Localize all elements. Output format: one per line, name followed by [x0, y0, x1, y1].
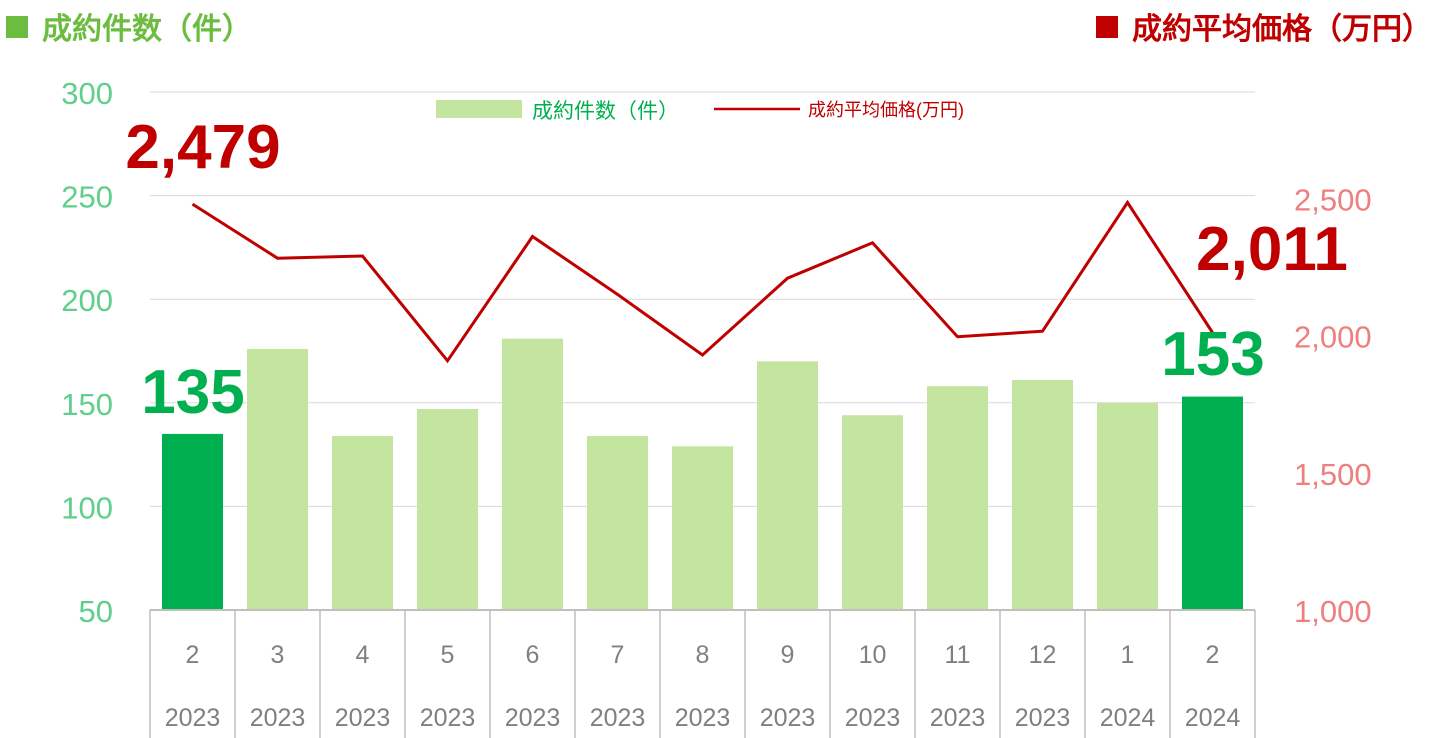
x-axis-year-label: 2023	[420, 704, 476, 732]
x-axis-year-label: 2023	[250, 704, 306, 732]
callout-label: 2,011	[1196, 215, 1348, 284]
x-axis-year-label: 2023	[590, 704, 646, 732]
callout-label: 135	[141, 358, 244, 427]
left-axis-tick-label: 150	[61, 387, 113, 422]
left-axis-tick-label: 100	[61, 490, 113, 525]
bar	[332, 435, 393, 610]
x-axis-year-label: 2023	[760, 704, 816, 732]
callout-label: 153	[1161, 320, 1264, 389]
bar	[162, 433, 223, 610]
x-axis-month-label: 12	[1029, 641, 1057, 669]
right-axis-ticks: 1,000 1,500 2,000 2,500	[1294, 182, 1372, 629]
x-axis-year-label: 2023	[335, 704, 391, 732]
left-axis-tick-label: 300	[61, 76, 113, 111]
x-axis-year-label: 2023	[505, 704, 561, 732]
x-axis-month-label: 2	[186, 641, 200, 669]
bars	[162, 338, 1243, 610]
right-axis-tick-label: 2,500	[1294, 182, 1372, 217]
x-axis-month-label: 9	[781, 641, 795, 669]
x-axis-year-label: 2023	[1015, 704, 1071, 732]
bar	[1012, 380, 1073, 610]
x-axis-month-label: 8	[696, 641, 710, 669]
bar	[1097, 402, 1158, 610]
x-axis-month-label: 4	[356, 641, 370, 669]
left-axis-ticks: 50 100 150 200 250 300	[61, 76, 113, 629]
red-square-icon	[1096, 16, 1118, 38]
x-axis-year-label: 2024	[1185, 704, 1241, 732]
x-axis-month-label: 7	[611, 641, 625, 669]
gridlines	[150, 91, 1255, 507]
x-axis-month-label: 2	[1206, 641, 1220, 669]
right-axis-tick-label: 1,500	[1294, 457, 1372, 492]
x-axis-year-label: 2024	[1100, 704, 1156, 732]
legend: 成約件数（件） 成約平均価格(万円)	[436, 100, 964, 123]
x-axis-year-label: 2023	[165, 704, 221, 732]
right-axis-header-label: 成約平均価格（万円）	[1132, 12, 1432, 47]
legend-line-label: 成約平均価格(万円)	[808, 100, 964, 120]
bar	[757, 361, 818, 610]
left-axis-tick-label: 250	[61, 180, 113, 215]
left-axis-header-label: 成約件数（件）	[42, 12, 252, 47]
x-axis-month-label: 3	[271, 641, 285, 669]
callouts: 135 153 2,479 2,011	[125, 113, 1347, 427]
left-axis-tick-label: 50	[79, 594, 113, 629]
bar	[842, 415, 903, 610]
x-axis: 2 2023 3 2023 4 2023 5 2023 6 2023 7 2023 8 2023 9 2023…	[149, 609, 1256, 738]
callout-label: 2,479	[125, 113, 280, 182]
bar	[417, 409, 478, 610]
bar	[247, 348, 308, 610]
bar	[502, 338, 563, 610]
right-axis-tick-label: 1,000	[1294, 594, 1372, 629]
x-axis-month-label: 1	[1121, 641, 1135, 669]
x-axis-month-label: 10	[859, 641, 887, 669]
green-square-icon	[6, 16, 28, 38]
left-axis-tick-label: 200	[61, 283, 113, 318]
left-axis-header: 成約件数（件）	[6, 4, 252, 48]
bar	[927, 386, 988, 610]
bar	[1182, 396, 1243, 610]
bar	[587, 435, 648, 610]
x-axis-year-label: 2023	[930, 704, 986, 732]
price-line	[191, 199, 1214, 364]
legend-bar-label: 成約件数（件）	[532, 100, 679, 123]
price-series-line	[191, 199, 1214, 364]
x-axis-year-label: 2023	[845, 704, 901, 732]
x-axis-month-label: 5	[441, 641, 455, 669]
x-axis-year-label: 2023	[675, 704, 731, 732]
x-axis-month-label: 11	[945, 641, 971, 669]
bar	[672, 446, 733, 610]
right-axis-tick-label: 2,000	[1294, 320, 1372, 355]
x-axis-month-label: 6	[526, 641, 540, 669]
legend-bar-swatch	[436, 100, 522, 118]
right-axis-header: 成約平均価格（万円）	[1096, 4, 1432, 48]
